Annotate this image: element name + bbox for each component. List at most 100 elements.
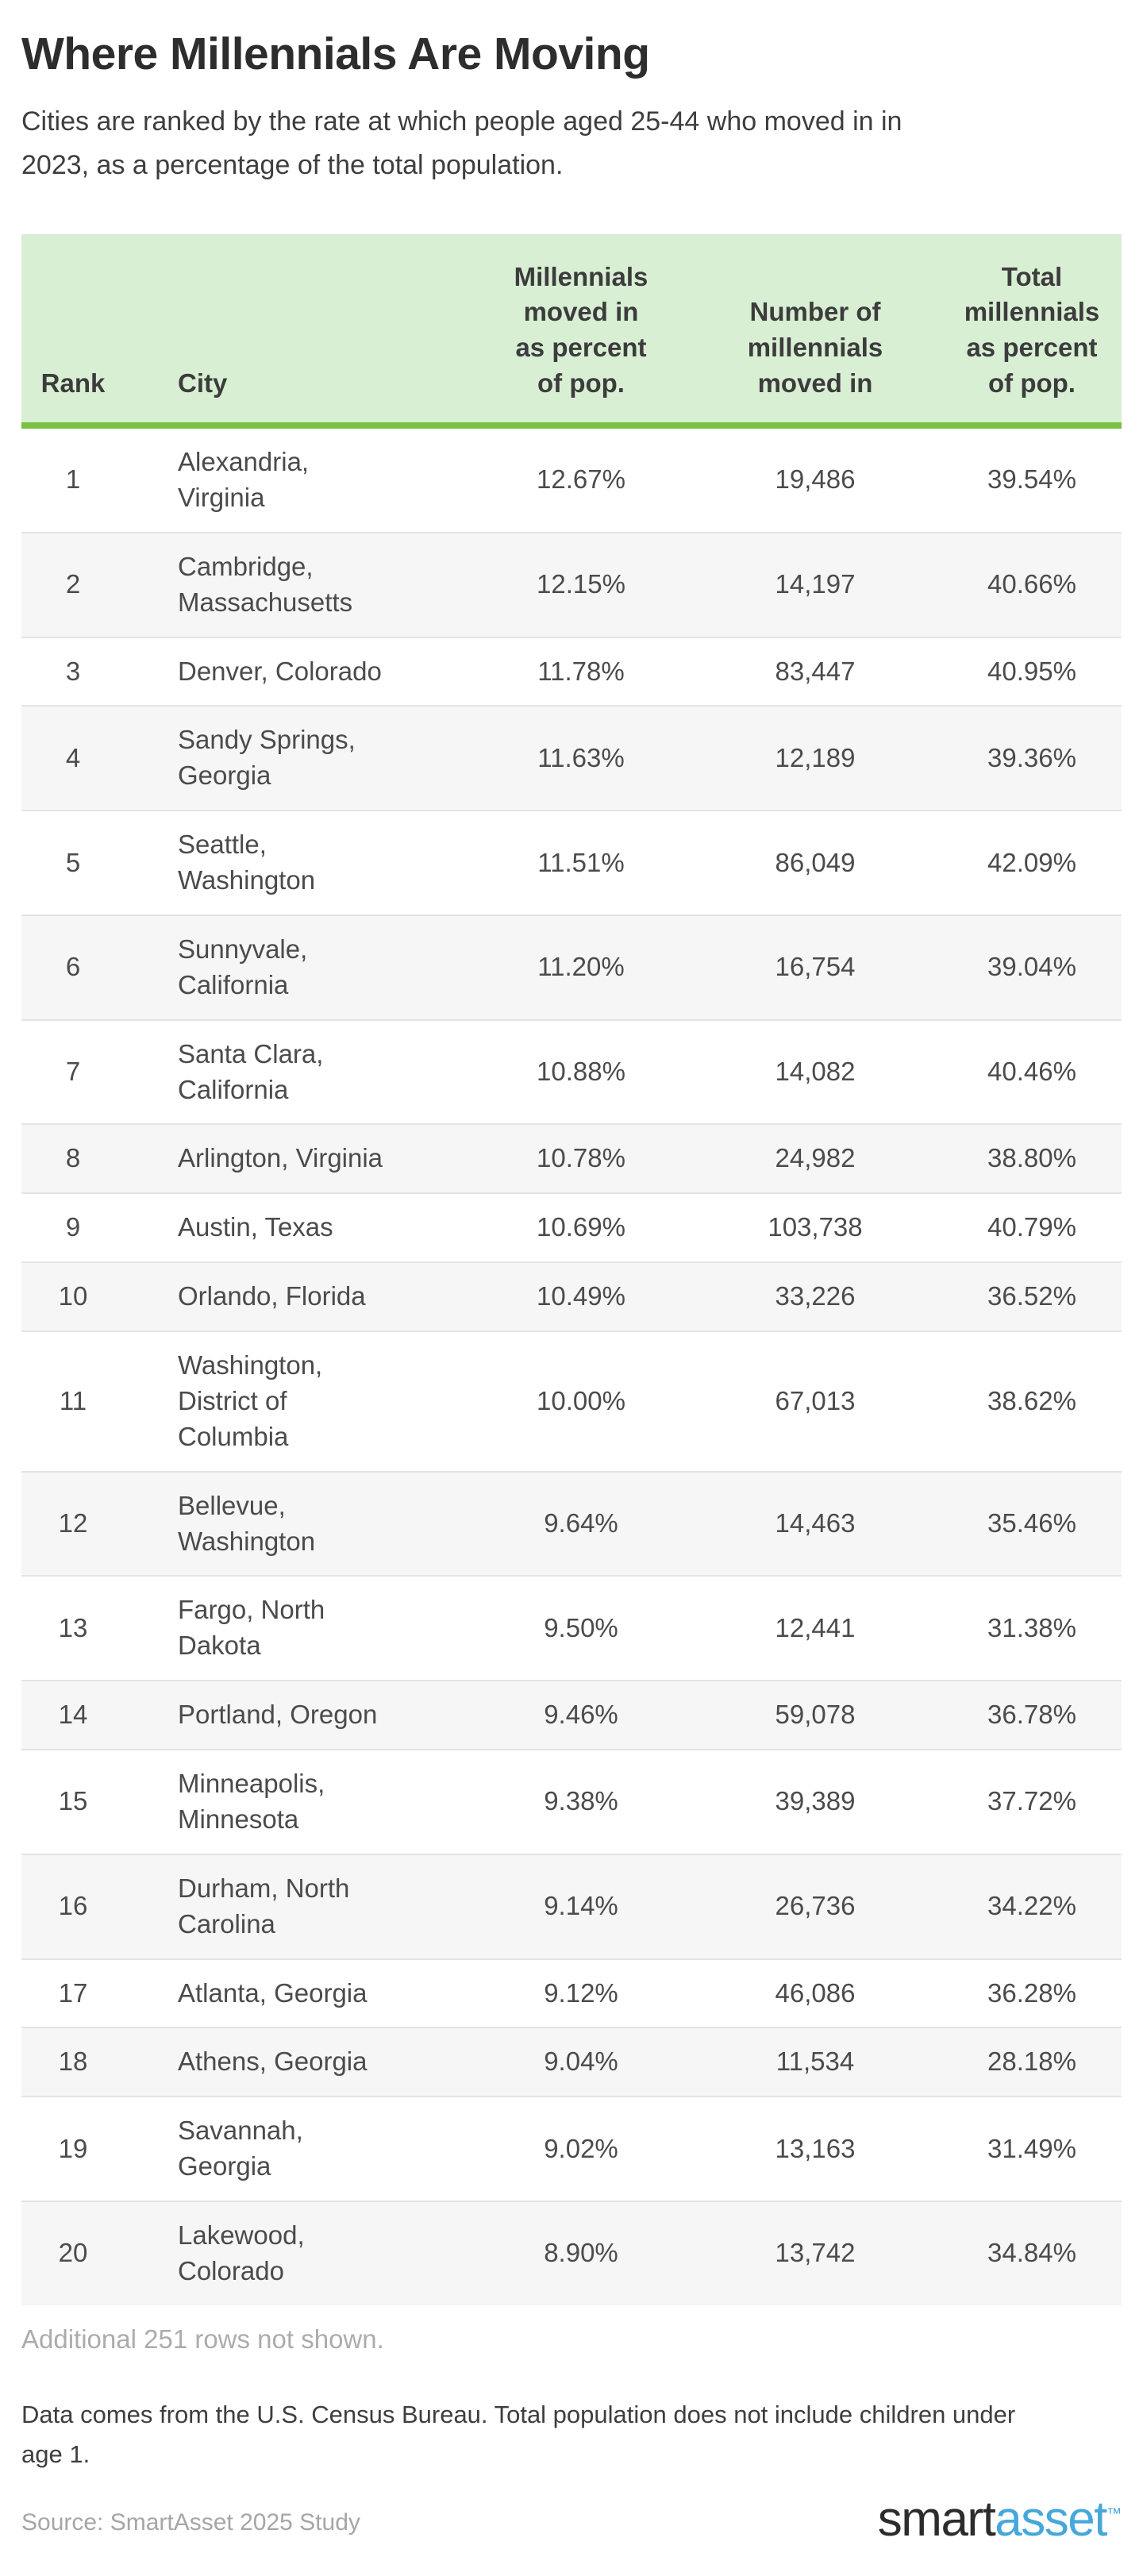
pct-total-cell: 39.54% (987, 464, 1076, 495)
city-cell: Savannah, Georgia (178, 2116, 303, 2181)
table-row: 6 Sunnyvale, California 11.20% 16,754 39.04% (21, 914, 1122, 1020)
table-row: 9 Austin, Texas 10.69% 103,738 40.79% (21, 1193, 1122, 1262)
number-moved-in-cell: 26,736 (775, 1891, 856, 1921)
additional-rows-note: Additional 251 rows not shown. (21, 2324, 384, 2354)
table-header: Rank City Millennials moved in as percen… (21, 233, 1122, 429)
rank-cell: 12 (58, 1508, 88, 1538)
number-moved-in-cell: 103,738 (768, 1212, 863, 1242)
pct-total-cell: 37.72% (987, 1786, 1076, 1816)
logo-text-asset: asset (995, 2492, 1107, 2547)
city-cell: Austin, Texas (178, 1212, 333, 1242)
pct-total-cell: 35.46% (987, 1508, 1076, 1538)
rank-cell: 1 (65, 464, 81, 495)
city-cell: Cambridge, Massachusetts (178, 551, 353, 617)
pct-total-cell: 31.38% (987, 1612, 1076, 1642)
table-row: 5 Seattle, Washington 11.51% 86,049 42.09% (21, 811, 1122, 915)
number-moved-in-cell: 19,486 (775, 464, 856, 495)
pct-total-cell: 40.95% (987, 656, 1076, 686)
table-row: 3 Denver, Colorado 11.78% 83,447 40.95% (21, 637, 1122, 707)
pct-moved-in-cell: 9.12% (544, 1977, 618, 2008)
pct-moved-in-cell: 9.64% (544, 1508, 618, 1538)
rank-cell: 18 (58, 2047, 88, 2077)
city-cell: Seattle, Washington (178, 830, 316, 895)
city-cell: Minneapolis, Minnesota (178, 1769, 325, 1834)
table-row: 7 Santa Clara, California 10.88% 14,082 40.4… (21, 1019, 1122, 1125)
source-note: Source: SmartAsset 2025 Study (21, 2509, 360, 2536)
table-row: 11 Washington, District of Columbia 10.00%… (21, 1331, 1122, 1472)
city-cell: Lakewood, Colorado (178, 2220, 305, 2285)
pct-total-cell: 38.62% (987, 1385, 1076, 1415)
header-city: City (125, 233, 474, 429)
pct-total-cell: 36.28% (987, 1977, 1076, 2008)
pct-moved-in-cell: 10.88% (537, 1057, 625, 1087)
rank-cell: 4 (65, 742, 81, 772)
table-row: 20 Lakewood, Colorado 8.90% 13,742 34.84% (21, 2201, 1122, 2305)
city-cell: Fargo, North Dakota (178, 1595, 325, 1661)
pct-moved-in-cell: 11.51% (537, 847, 625, 877)
pct-total-cell: 31.49% (987, 2133, 1076, 2163)
city-cell: Durham, North Carolina (178, 1873, 350, 1939)
pct-moved-in-cell: 9.02% (544, 2133, 618, 2163)
pct-moved-in-cell: 9.14% (544, 1891, 618, 1921)
rank-cell: 15 (58, 1786, 88, 1816)
pct-moved-in-cell: 9.50% (544, 1612, 618, 1642)
rank-cell: 3 (65, 656, 81, 686)
city-cell: Atlanta, Georgia (178, 1977, 368, 2008)
city-cell: Denver, Colorado (178, 656, 382, 686)
pct-moved-in-cell: 9.04% (544, 2047, 618, 2077)
pct-total-cell: 36.78% (987, 1700, 1076, 1730)
table-row: 4 Sandy Springs, Georgia 11.63% 12,189 39.36… (21, 706, 1122, 811)
pct-moved-in-cell: 11.20% (537, 952, 625, 982)
table-row: 18 Athens, Georgia 9.04% 11,534 28.18% (21, 2027, 1122, 2097)
number-moved-in-cell: 86,049 (775, 847, 856, 877)
pct-moved-in-cell: 10.78% (537, 1143, 625, 1173)
pct-moved-in-cell: 10.49% (537, 1281, 625, 1311)
rank-cell: 6 (65, 952, 81, 982)
city-cell: Bellevue, Washington (178, 1490, 316, 1556)
rank-cell: 20 (58, 2238, 88, 2268)
rank-cell: 14 (58, 1700, 88, 1730)
rank-cell: 9 (65, 1212, 81, 1242)
rank-cell: 17 (58, 1977, 88, 2008)
city-cell: Portland, Oregon (178, 1700, 378, 1730)
number-moved-in-cell: 11,534 (775, 2047, 855, 2077)
table-row: 15 Minneapolis, Minnesota 9.38% 39,389 37.72… (21, 1750, 1122, 1854)
table-row: 2 Cambridge, Massachusetts 12.15% 14,197 40.… (21, 532, 1122, 637)
page-title: Where Millennials Are Moving (21, 29, 650, 79)
city-cell: Washington, District of Columbia (178, 1350, 323, 1451)
city-cell: Athens, Georgia (178, 2047, 368, 2077)
table-row: 1 Alexandria, Virginia 12.67% 19,486 39.54% (21, 425, 1122, 533)
pct-total-cell: 28.18% (987, 2047, 1076, 2077)
pct-total-cell: 36.52% (987, 1281, 1076, 1311)
pct-total-cell: 40.46% (987, 1057, 1076, 1087)
rank-cell: 2 (65, 569, 81, 599)
header-rank: Rank (21, 233, 125, 429)
number-moved-in-cell: 14,082 (775, 1057, 856, 1087)
pct-moved-in-cell: 12.15% (537, 569, 625, 599)
rank-cell: 8 (65, 1143, 81, 1173)
number-moved-in-cell: 12,189 (775, 742, 856, 772)
pct-total-cell: 34.22% (987, 1891, 1076, 1921)
city-cell: Sunnyvale, California (178, 934, 308, 999)
rank-cell: 16 (58, 1891, 88, 1921)
header-pct-moved-in: Millennials moved in as percent of pop. (474, 233, 688, 429)
header-pct-total: Total millennials as percent of pop. (942, 233, 1122, 429)
city-cell: Alexandria, Virginia (178, 447, 310, 512)
pct-total-cell: 34.84% (987, 2238, 1076, 2268)
number-moved-in-cell: 14,463 (775, 1508, 856, 1538)
logo-text-smart: smart (877, 2492, 996, 2547)
number-moved-in-cell: 83,447 (775, 656, 856, 686)
number-moved-in-cell: 13,163 (775, 2133, 856, 2163)
table-row: 17 Atlanta, Georgia 9.12% 46,086 36.28% (21, 1958, 1122, 2028)
city-cell: Arlington, Virginia (178, 1143, 383, 1173)
number-moved-in-cell: 12,441 (775, 1612, 856, 1642)
table-row: 14 Portland, Oregon 9.46% 59,078 36.78% (21, 1681, 1122, 1750)
table-row: 13 Fargo, North Dakota 9.50% 12,441 31.38% (21, 1576, 1122, 1681)
table-row: 16 Durham, North Carolina 9.14% 26,736 34.22… (21, 1854, 1122, 1959)
number-moved-in-cell: 14,197 (775, 569, 856, 599)
page-subtitle: Cities are ranked by the rate at which p… (21, 106, 902, 181)
footer-row: Source: SmartAsset 2025 Study smartasset… (21, 2495, 1122, 2544)
millennials-moving-table: Rank City Millennials moved in as percen… (21, 233, 1122, 2305)
smartasset-logo: smartasset™ (878, 2495, 1122, 2544)
pct-moved-in-cell: 9.38% (544, 1786, 618, 1816)
